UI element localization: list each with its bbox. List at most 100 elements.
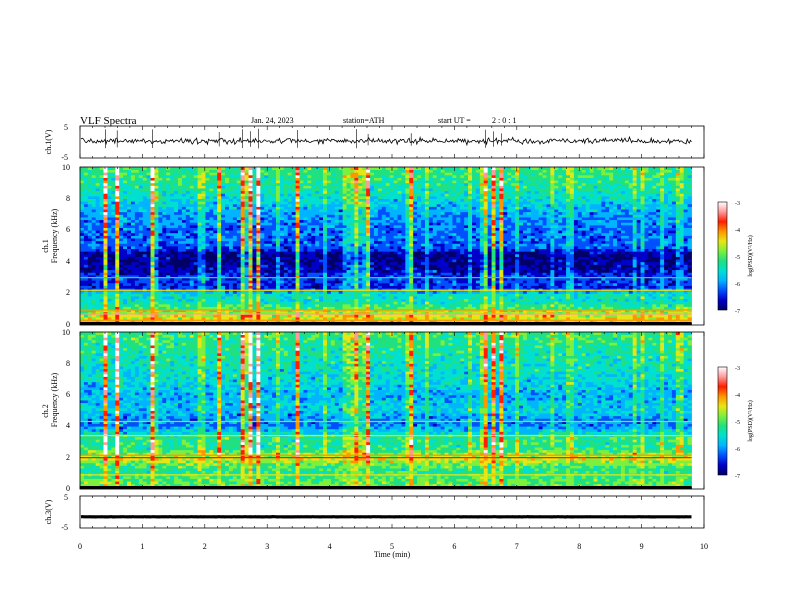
spectrogram-cell [240, 272, 246, 276]
spectrogram-cell [264, 188, 269, 192]
spectrogram-cell [189, 303, 195, 307]
spectrogram-cell [326, 282, 332, 286]
spectrogram-cell [366, 274, 371, 278]
spectrogram-cell [193, 272, 198, 276]
spectrogram-cell [397, 172, 402, 176]
spectrogram-cell [307, 261, 312, 265]
spectrogram-cell [119, 319, 124, 323]
spectrogram-cell [80, 264, 85, 268]
spectrogram-cell [162, 227, 167, 231]
spectrogram-cell [323, 169, 328, 173]
spectrogram-cell [295, 317, 300, 321]
spectrogram-cell [240, 269, 246, 273]
spectrogram-cell [385, 280, 391, 284]
spectrogram-cell [174, 306, 179, 310]
spectrogram-cell [205, 285, 210, 289]
spectrogram-cell [307, 214, 312, 218]
spectrogram-cell [150, 201, 155, 205]
spectrogram-cell [201, 293, 206, 297]
spectrogram-cell [338, 232, 344, 236]
spectrogram-cell [370, 264, 375, 268]
spectrogram-cell [291, 206, 296, 210]
spectrogram-cell [374, 222, 379, 226]
spectrogram-cell [162, 240, 167, 244]
spectrogram-cell [174, 214, 179, 218]
spectrogram-cell [83, 169, 89, 173]
spectrogram-cell [111, 230, 116, 234]
spectrogram-cell [170, 190, 175, 194]
spectrogram-cell [397, 206, 402, 210]
spectrogram-cell [299, 232, 304, 236]
spectrogram-cell [99, 224, 104, 228]
spectrogram-cell [401, 246, 406, 250]
spectrogram-cell [99, 188, 104, 192]
spectrogram-cell [80, 317, 85, 321]
spectrogram-cell [354, 248, 359, 252]
spectrogram-cell [268, 282, 273, 286]
spectrogram-cell [374, 224, 379, 228]
spectrogram-cell [201, 240, 206, 244]
spectrogram-cell [103, 238, 108, 242]
spectrogram-cell [354, 169, 359, 173]
spectrogram-cell [350, 201, 355, 205]
spectrogram-cell [213, 317, 218, 321]
spectrogram-cell [283, 169, 289, 173]
spectrogram-cell [358, 182, 363, 186]
spectrogram-cell [252, 261, 257, 265]
spectrogram-cell [95, 259, 100, 263]
spectrogram-cell [338, 227, 344, 231]
spectrogram-cell [366, 230, 371, 234]
spectrogram-cell [307, 195, 312, 199]
spectrogram-cell [244, 293, 249, 297]
spectrogram-cell [197, 209, 202, 213]
spectrogram-cell [350, 224, 355, 228]
spectrogram-cell [130, 209, 136, 213]
spectrogram-cell [389, 317, 394, 321]
spectrogram-cell [287, 264, 293, 268]
spectrogram-cell [279, 174, 285, 178]
spectrogram-cell [83, 182, 89, 186]
spectrogram-cell [91, 193, 97, 197]
spectrogram-cell [228, 182, 234, 186]
spectrogram-cell [119, 222, 124, 226]
spectrogram-cell [193, 240, 198, 244]
spectrogram-cell [307, 246, 312, 250]
spectrogram-cell [260, 269, 265, 273]
spectrogram-cell [107, 256, 112, 260]
spectrogram-cell [205, 206, 210, 210]
spectrogram-cell [366, 167, 371, 171]
spectrogram-cell [178, 174, 183, 178]
spectrogram-cell [279, 180, 285, 184]
spectrogram-cell [283, 238, 289, 242]
spectrogram-cell [272, 256, 277, 260]
spectrogram-cell [330, 227, 336, 231]
spectrogram-cell [291, 230, 296, 234]
spectrogram-cell [178, 309, 183, 313]
spectrogram-cell [154, 214, 159, 218]
spectrogram-cell [154, 272, 159, 276]
spectrogram-cell [244, 243, 249, 247]
spectrogram-cell [123, 232, 128, 236]
spectrogram-cell [95, 227, 100, 231]
spectrogram-cell [279, 269, 285, 273]
spectrogram-cell [83, 317, 89, 321]
spectrogram-cell [209, 177, 214, 181]
spectrogram-cell [134, 317, 140, 321]
spectrogram-cell [201, 290, 206, 294]
spectrogram-cell [358, 185, 363, 189]
spectrogram-cell [279, 172, 285, 176]
spectrogram-cell [213, 293, 218, 297]
spectrogram-cell [178, 240, 183, 244]
spectrogram-cell [319, 253, 324, 257]
spectrogram-cell [252, 272, 257, 276]
spectrogram-cell [311, 274, 316, 278]
spectrogram-cell [170, 167, 175, 171]
spectrogram-cell [370, 201, 375, 205]
spectrogram-cell [307, 306, 312, 310]
spectrogram-cell [374, 235, 379, 239]
spectrogram-cell [150, 243, 155, 247]
spectrogram-cell [366, 238, 371, 242]
spectrogram-cell [154, 285, 159, 289]
spectrogram-cell [311, 169, 316, 173]
spectrogram-cell [119, 269, 124, 273]
